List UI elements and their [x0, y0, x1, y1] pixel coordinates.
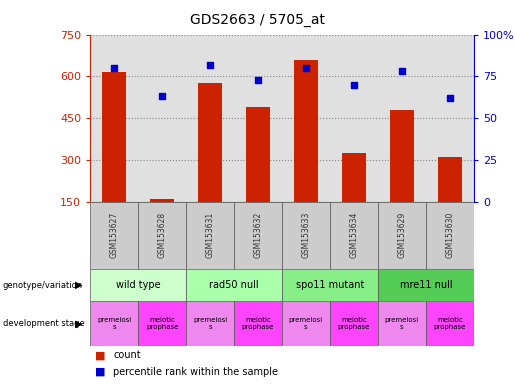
Bar [282, 301, 330, 346]
Point [110, 65, 118, 71]
Bar [330, 202, 378, 269]
Text: wild type: wild type [116, 280, 160, 290]
Point [350, 82, 358, 88]
Point [398, 68, 406, 74]
Bar [138, 202, 186, 269]
Text: meiotic
prophase: meiotic prophase [242, 317, 274, 330]
Text: spo11 mutant: spo11 mutant [296, 280, 364, 290]
Text: ■: ■ [95, 366, 106, 377]
Bar [186, 269, 282, 301]
Bar [102, 72, 126, 202]
Text: GSM153632: GSM153632 [253, 212, 263, 258]
Bar [378, 269, 474, 301]
Text: premeiosi
s: premeiosi s [289, 317, 323, 330]
Text: ▶: ▶ [75, 280, 82, 290]
Text: premeiosi
s: premeiosi s [97, 317, 131, 330]
Text: GSM153629: GSM153629 [398, 212, 406, 258]
Bar [234, 301, 282, 346]
Bar [294, 60, 318, 202]
Bar [90, 269, 186, 301]
Text: GSM153627: GSM153627 [110, 212, 118, 258]
Bar [186, 202, 234, 269]
Text: ■: ■ [95, 350, 106, 360]
Text: ▶: ▶ [75, 318, 82, 329]
Bar [378, 202, 426, 269]
Text: premeiosi
s: premeiosi s [193, 317, 227, 330]
Text: count: count [113, 350, 141, 360]
Bar [150, 199, 174, 202]
Text: genotype/variation: genotype/variation [3, 281, 83, 290]
Text: percentile rank within the sample: percentile rank within the sample [113, 366, 278, 377]
Bar [234, 202, 282, 269]
Text: premeiosi
s: premeiosi s [385, 317, 419, 330]
Bar [90, 301, 138, 346]
Text: GDS2663 / 5705_at: GDS2663 / 5705_at [190, 13, 325, 27]
Bar [186, 301, 234, 346]
Bar [426, 301, 474, 346]
Bar [330, 301, 378, 346]
Bar [198, 83, 222, 202]
Text: rad50 null: rad50 null [209, 280, 259, 290]
Point [445, 95, 454, 101]
Text: meiotic
prophase: meiotic prophase [338, 317, 370, 330]
Point [302, 65, 310, 71]
Bar [378, 301, 426, 346]
Text: GSM153628: GSM153628 [158, 212, 166, 258]
Bar [282, 202, 330, 269]
Bar [438, 157, 462, 202]
Bar [342, 153, 366, 202]
Point [158, 93, 166, 99]
Bar [426, 202, 474, 269]
Text: development stage: development stage [3, 319, 84, 328]
Bar [90, 202, 138, 269]
Point [254, 76, 262, 83]
Bar [246, 107, 270, 202]
Bar [390, 110, 414, 202]
Bar [282, 269, 378, 301]
Text: GSM153631: GSM153631 [205, 212, 215, 258]
Text: GSM153634: GSM153634 [349, 212, 358, 258]
Text: GSM153633: GSM153633 [301, 212, 311, 258]
Bar [138, 301, 186, 346]
Text: mre11 null: mre11 null [400, 280, 452, 290]
Text: meiotic
prophase: meiotic prophase [146, 317, 178, 330]
Text: meiotic
prophase: meiotic prophase [434, 317, 466, 330]
Point [206, 61, 214, 68]
Text: GSM153630: GSM153630 [445, 212, 454, 258]
